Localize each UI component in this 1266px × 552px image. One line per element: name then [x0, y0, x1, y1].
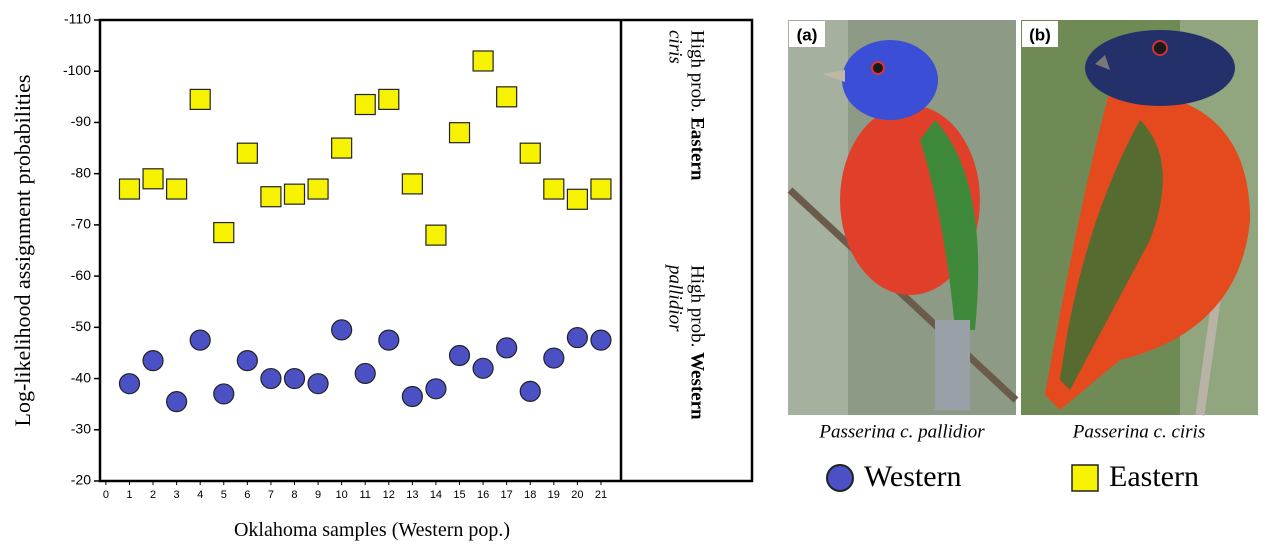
y-tick-label: -60	[71, 267, 91, 283]
x-tick-label: 4	[197, 489, 203, 501]
photo-caption: Passerina c. ciris	[1072, 421, 1205, 442]
eastern-marker	[142, 168, 164, 190]
x-tick-label: 2	[150, 489, 156, 501]
legend-swatch	[1071, 464, 1099, 492]
region-label-italic: ciris	[665, 30, 686, 64]
y-tick-label: -20	[71, 472, 91, 488]
legend-label: Western	[864, 460, 962, 493]
region-bold: Eastern	[687, 117, 708, 181]
western-marker	[189, 329, 211, 351]
region-label-line: High prob. Eastern	[687, 30, 708, 181]
x-tick-label: 15	[453, 489, 465, 501]
western-marker	[566, 326, 588, 349]
x-tick-label: 9	[315, 489, 321, 501]
x-tick-label: 1	[126, 489, 132, 501]
western-marker	[260, 367, 282, 390]
photo-pallidior	[787, 20, 1019, 415]
x-tick-label: 12	[383, 489, 395, 501]
x-tick-label: 7	[268, 489, 274, 501]
eastern-marker	[472, 50, 494, 72]
western-marker	[354, 362, 376, 385]
eastern-marker	[213, 221, 235, 244]
eastern-marker	[425, 224, 447, 246]
western-marker	[166, 391, 188, 413]
plot-frame	[98, 18, 754, 483]
photo-ciris	[1021, 20, 1258, 416]
eastern-marker	[448, 122, 471, 144]
x-tick-label: 18	[524, 489, 536, 501]
western-marker	[448, 344, 471, 367]
eastern-marker	[260, 186, 282, 208]
y-tick-label: -50	[71, 318, 91, 334]
x-tick-label: 20	[571, 489, 583, 501]
western-marker	[425, 378, 447, 400]
eastern-marker	[166, 178, 188, 200]
western-marker	[213, 383, 235, 405]
eastern-marker	[354, 93, 376, 116]
western-marker	[142, 350, 164, 372]
x-tick-label: 17	[501, 489, 513, 501]
eastern-marker	[307, 178, 329, 200]
x-tick-label: 14	[430, 489, 442, 501]
x-tick-label: 13	[406, 489, 418, 501]
eastern-marker	[496, 86, 518, 108]
x-tick-label: 21	[595, 489, 607, 501]
eastern-marker	[519, 142, 541, 164]
y-tick-label: -30	[71, 420, 91, 436]
region-label-italic: pallidior	[665, 263, 686, 332]
western-marker	[590, 329, 612, 351]
x-tick-label: 8	[291, 489, 297, 501]
x-tick-label: 11	[360, 489, 371, 501]
y-tick-label: -70	[71, 216, 91, 232]
panel-label: (a)	[797, 25, 818, 44]
western-marker	[519, 380, 541, 402]
region-prefix: High prob.	[687, 30, 708, 112]
region-prefix: High prob.	[687, 265, 708, 347]
eastern-marker	[283, 183, 306, 205]
western-marker	[496, 337, 518, 359]
eastern-marker	[331, 137, 353, 159]
eastern-marker	[543, 178, 565, 200]
x-tick-label: 0	[103, 489, 109, 501]
legend-label: Eastern	[1109, 460, 1199, 493]
eastern-marker	[189, 88, 211, 110]
x-axis-label: Oklahoma samples (Western pop.)	[234, 519, 510, 541]
western-marker	[331, 319, 353, 341]
western-marker	[307, 373, 329, 395]
y-tick-label: -100	[63, 62, 91, 78]
y-tick-label: -90	[71, 113, 91, 129]
eastern-marker	[118, 178, 141, 200]
western-marker	[472, 357, 494, 379]
legend-swatch	[826, 464, 854, 492]
y-tick-label: -40	[71, 369, 91, 385]
eastern-marker	[378, 88, 400, 110]
western-marker	[378, 329, 400, 351]
western-marker	[543, 347, 565, 369]
panel-label: (b)	[1029, 25, 1051, 44]
x-tick-label: 19	[548, 489, 560, 501]
region-label-line: High prob. Western	[687, 265, 708, 420]
y-tick-label: -80	[71, 164, 91, 180]
x-tick-label: 10	[336, 489, 348, 501]
y-tick-label: -110	[64, 11, 91, 27]
x-tick-label: 3	[174, 489, 180, 501]
eastern-marker	[236, 142, 258, 164]
eastern-marker	[566, 188, 588, 210]
photo-caption: Passerina c. pallidior	[818, 421, 985, 442]
y-axis-label: Log-likelihood assignment probabilities	[10, 75, 35, 427]
western-marker	[236, 350, 258, 372]
region-bold: Western	[687, 352, 708, 420]
eastern-marker	[590, 178, 612, 200]
western-marker	[401, 385, 423, 408]
western-marker	[118, 373, 141, 395]
x-tick-label: 16	[477, 489, 489, 501]
eastern-marker	[401, 173, 423, 195]
western-marker	[283, 367, 306, 390]
x-tick-label: 6	[244, 489, 250, 501]
x-tick-label: 5	[221, 489, 227, 501]
